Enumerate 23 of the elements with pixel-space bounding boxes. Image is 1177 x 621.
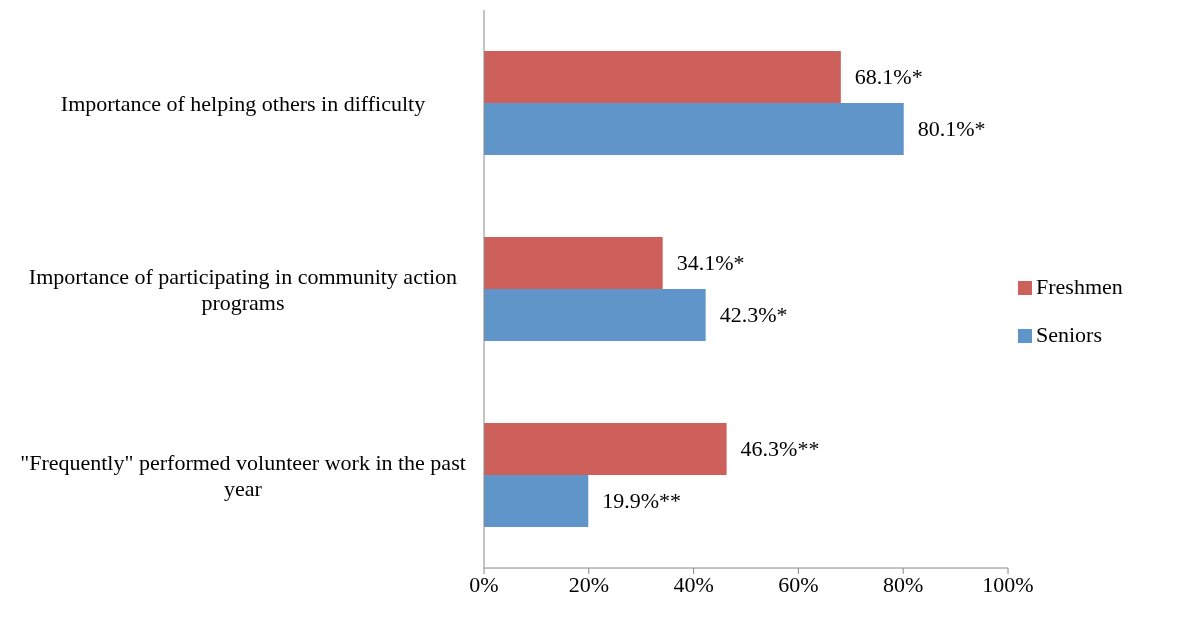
bar (484, 236, 663, 289)
data-label: 42.3%* (719, 302, 788, 328)
x-tick-label: 20% (568, 571, 609, 597)
bar (484, 474, 589, 527)
data-label: 34.1%* (676, 250, 745, 276)
y-tick-label: "Frequently" performed volunteer work in the past year (20, 449, 466, 501)
data-label: 19.9%** (602, 488, 682, 514)
data-label: 46.3%** (740, 436, 820, 462)
data-label: 80.1%* (917, 116, 986, 142)
x-tick-label: 0% (469, 571, 499, 597)
y-tick-label: Importance of helping others in difficulty (60, 90, 426, 116)
bar (484, 50, 841, 103)
bar (484, 288, 706, 341)
x-tick-label: 80% (883, 571, 924, 597)
legend-label: Freshmen (1036, 273, 1123, 299)
x-tick-label: 100% (982, 571, 1034, 597)
legend-label: Seniors (1036, 321, 1102, 347)
y-tick-label: Importance of participating in community action programs (28, 263, 458, 315)
bar (484, 422, 727, 475)
x-tick-label: 60% (778, 571, 819, 597)
data-label: 68.1%* (854, 64, 923, 90)
bar (484, 102, 904, 155)
x-tick-label: 40% (673, 571, 714, 597)
